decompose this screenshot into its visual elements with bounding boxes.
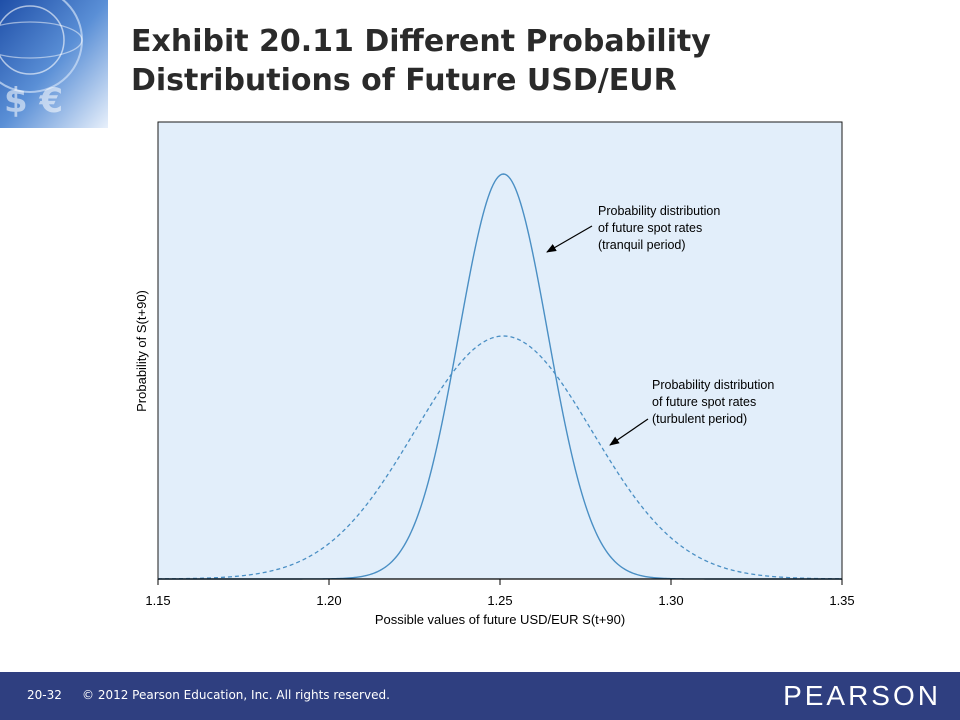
probability-distribution-chart: 1.15 1.20 1.25 1.30 1.35 Possible values of …: [134, 121, 855, 627]
x-tick-label: 1.20: [316, 593, 341, 608]
svg-text:$ €: $ €: [4, 81, 63, 121]
slide-number: 20-32: [27, 688, 62, 702]
footer-bar: 20-32 © 2012 Pearson Education, Inc. All…: [0, 672, 960, 720]
turbulent-annotation-line-1: Probability distribution: [652, 378, 774, 392]
x-tick-label: 1.30: [658, 593, 683, 608]
tranquil-annotation-line-3: (tranquil period): [598, 238, 686, 252]
x-axis-ticks: 1.15 1.20 1.25 1.30 1.35: [145, 579, 855, 608]
tranquil-annotation: Probability distribution of future spot …: [546, 204, 724, 253]
slide-title-line-1: Exhibit 20.11 Different Probability: [131, 24, 711, 59]
svg-text:Probability distribution: Probability distribution of future spot …: [598, 204, 724, 252]
y-axis-label: Probability of S(t+90): [134, 290, 149, 412]
turbulent-period-curve: [157, 335, 843, 580]
slide-title-line-2: Distributions of Future USD/EUR: [131, 63, 677, 98]
turbulent-annotation: Probability distribution of future spot …: [609, 378, 778, 446]
x-tick-label: 1.35: [829, 593, 854, 608]
x-tick-label: 1.25: [487, 593, 512, 608]
turbulent-annotation-line-3: (turbulent period): [652, 412, 747, 426]
x-axis-label: Possible values of future USD/EUR S(t+90…: [375, 612, 625, 627]
plot-area: [157, 121, 843, 580]
slide-title: Exhibit 20.11 Different Probability Dist…: [131, 22, 931, 100]
x-tick-label: 1.15: [145, 593, 170, 608]
tranquil-annotation-line-2: of future spot rates: [598, 221, 702, 235]
tranquil-annotation-line-1: Probability distribution: [598, 204, 720, 218]
globe-corner-graphic: $ €: [0, 0, 108, 128]
svg-text:Probability distribution: Probability distribution of future spot …: [652, 378, 778, 426]
turbulent-annotation-line-2: of future spot rates: [652, 395, 756, 409]
pearson-logo: PEARSON: [783, 680, 941, 711]
tranquil-arrow: [546, 225, 593, 253]
turbulent-arrow: [609, 418, 649, 446]
copyright-notice: © 2012 Pearson Education, Inc. All right…: [82, 688, 390, 702]
